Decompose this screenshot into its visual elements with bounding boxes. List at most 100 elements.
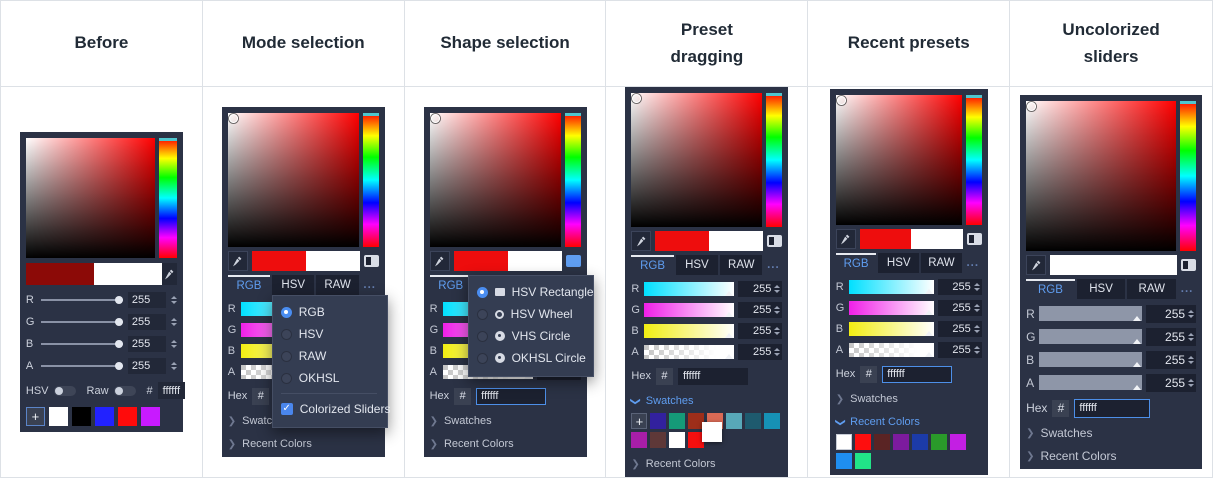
a-slider-grabber[interactable] <box>1133 385 1142 390</box>
sv-cursor[interactable] <box>228 114 238 123</box>
tab-rgb[interactable]: RGB <box>1026 279 1075 299</box>
sv-cursor[interactable] <box>430 114 440 123</box>
b-spinner[interactable] <box>774 326 781 335</box>
a-slider-grabber[interactable] <box>924 351 933 357</box>
shape-option-hsv-wheel[interactable]: HSV Wheel <box>476 303 583 325</box>
preset-swatch[interactable] <box>669 432 686 448</box>
recent-swatch[interactable] <box>835 453 852 469</box>
g-slider[interactable] <box>1039 329 1143 344</box>
hue-grabber[interactable] <box>965 95 982 98</box>
sv-picker[interactable] <box>227 113 359 247</box>
hash-button[interactable]: # <box>860 365 878 383</box>
dragged-preset-swatch[interactable] <box>702 422 723 442</box>
preset-swatch[interactable] <box>48 407 68 426</box>
hue-slider[interactable] <box>362 113 379 247</box>
tab-hsv[interactable]: HSV <box>1076 279 1126 299</box>
eyedropper-button[interactable] <box>1026 255 1047 275</box>
a-slider[interactable] <box>848 342 934 357</box>
preset-swatch[interactable] <box>745 413 762 429</box>
hue-grabber[interactable] <box>766 93 783 96</box>
b-slider[interactable] <box>848 321 934 336</box>
add-preset-button[interactable]: + <box>25 407 45 426</box>
g-slider-grabber[interactable] <box>1133 339 1142 344</box>
tab-more[interactable]: ... <box>767 259 780 271</box>
recent-swatch[interactable] <box>835 434 852 450</box>
g-spinner[interactable] <box>774 305 781 314</box>
hue-slider[interactable] <box>564 113 581 247</box>
add-preset-button[interactable]: + <box>631 413 648 429</box>
hash-button[interactable]: # <box>252 387 270 405</box>
a-value[interactable]: 255 <box>1146 373 1197 392</box>
r-slider-grabber[interactable] <box>924 288 933 294</box>
preset-swatch[interactable] <box>764 413 781 429</box>
recent-colors-fold[interactable]: ❯ Recent Colors <box>228 437 379 451</box>
g-value[interactable]: 255 <box>738 301 783 318</box>
g-slider[interactable] <box>644 302 735 317</box>
sv-picker[interactable] <box>429 113 561 247</box>
shape-option-hsv-rectangle[interactable]: HSV Rectangle <box>476 281 594 303</box>
recent-swatch[interactable] <box>892 434 909 450</box>
tab-rgb[interactable]: RGB <box>631 255 674 275</box>
tab-raw[interactable]: RAW <box>921 253 962 273</box>
hsv-toggle[interactable] <box>53 385 76 396</box>
b-slider-grabber[interactable] <box>1133 362 1142 367</box>
raw-toggle[interactable] <box>113 385 136 396</box>
preset-swatch[interactable] <box>726 413 743 429</box>
swatches-fold[interactable]: ❯ Swatches <box>430 414 581 428</box>
b-value[interactable]: 255 <box>937 320 982 337</box>
swatches-fold[interactable]: ❯ Swatches <box>630 394 782 408</box>
tab-hsv[interactable]: HSV <box>272 275 315 295</box>
hue-slider[interactable] <box>158 138 177 258</box>
tab-more[interactable]: ... <box>1180 283 1194 295</box>
hue-grabber[interactable] <box>362 113 379 116</box>
mode-option-hsv[interactable]: HSV <box>280 323 377 345</box>
g-slider-grabber[interactable] <box>924 309 933 315</box>
recent-colors-fold[interactable]: ❯ Recent Colors <box>430 437 581 451</box>
recent-swatch[interactable] <box>854 453 871 469</box>
g-spinner[interactable] <box>170 318 177 326</box>
a-value[interactable]: 255 <box>738 343 783 360</box>
colorized-sliders-checkbox[interactable]: ✓ Colorized Sliders <box>280 398 390 420</box>
preset-swatch[interactable] <box>650 432 667 448</box>
shape-selector-button[interactable] <box>565 255 581 267</box>
r-spinner[interactable] <box>170 296 177 304</box>
a-slider[interactable] <box>1039 375 1143 390</box>
b-value[interactable]: 255 <box>738 322 783 339</box>
hash-button[interactable]: # <box>655 367 673 385</box>
b-spinner[interactable] <box>973 324 980 333</box>
hue-grabber[interactable] <box>1180 101 1197 104</box>
eyedropper-button[interactable] <box>835 229 856 249</box>
preset-swatch[interactable] <box>631 432 648 448</box>
r-spinner[interactable] <box>1188 309 1195 318</box>
recent-colors-fold[interactable]: ❯ Recent Colors <box>834 415 982 429</box>
hue-slider[interactable] <box>766 93 783 227</box>
a-slider[interactable] <box>40 362 123 370</box>
mode-option-okhsl[interactable]: OKHSL <box>280 367 377 389</box>
a-spinner[interactable] <box>774 347 781 356</box>
preset-swatch[interactable] <box>650 413 667 429</box>
a-slider[interactable] <box>644 344 735 359</box>
hex-input[interactable] <box>476 387 547 405</box>
b-slider[interactable] <box>1039 352 1143 367</box>
recent-swatch[interactable] <box>854 434 871 450</box>
g-value[interactable]: 255 <box>1146 327 1197 346</box>
hue-slider[interactable] <box>965 95 982 225</box>
b-spinner[interactable] <box>1188 355 1195 364</box>
recent-swatch[interactable] <box>873 434 890 450</box>
g-value[interactable]: 255 <box>127 314 166 330</box>
mode-option-raw[interactable]: RAW <box>280 345 377 367</box>
tab-more[interactable]: ... <box>363 279 377 291</box>
r-value[interactable]: 255 <box>937 278 982 295</box>
tab-rgb[interactable]: RGB <box>429 275 472 295</box>
r-spinner[interactable] <box>973 282 980 291</box>
b-slider-grabber[interactable] <box>725 332 734 338</box>
preset-swatch[interactable] <box>140 407 160 426</box>
b-value[interactable]: 255 <box>1146 350 1197 369</box>
eyedropper-button[interactable] <box>429 251 450 271</box>
hue-slider[interactable] <box>1180 101 1197 251</box>
a-slider-knob[interactable] <box>114 362 123 370</box>
sv-picker[interactable] <box>835 95 962 225</box>
g-slider[interactable] <box>40 318 123 326</box>
eyedropper-button[interactable] <box>161 263 177 285</box>
b-slider-knob[interactable] <box>114 340 123 348</box>
